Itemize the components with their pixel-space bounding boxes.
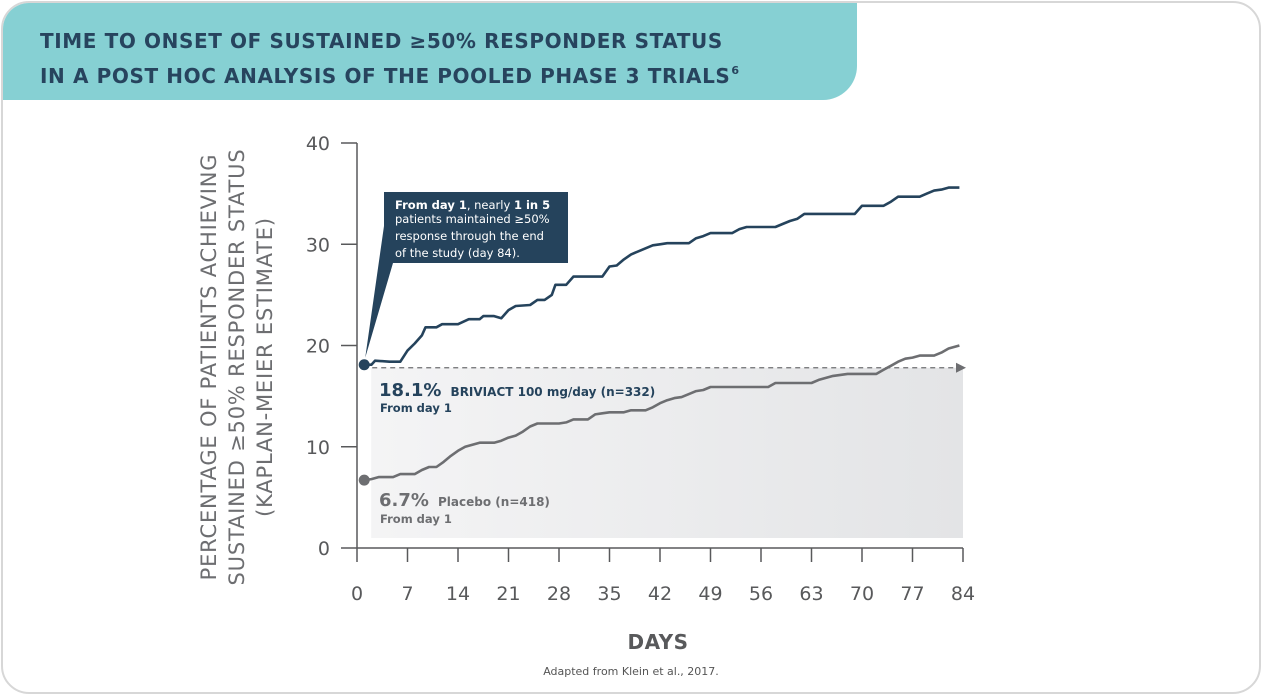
reference-arrowhead [956,362,966,373]
placebo-from-day-1: From day 1 [380,512,452,526]
x-tick-label: 21 [496,583,520,605]
y-tick-label: 0 [318,538,330,560]
x-tick-label: 70 [850,583,874,605]
series-line-placebo [364,344,960,482]
callout-line-3: response through the end [395,229,544,243]
chart-title-line-1: TIME TO ONSET OF SUSTAINED ≥50% RESPONDE… [40,29,723,53]
callout-bold-2: 1 in 5 [514,198,550,212]
x-tick-label: 49 [698,583,722,605]
callout-text-1: , nearly [467,198,514,212]
x-tick-label: 56 [749,583,773,605]
chart-title-line-2-text: IN A POST HOC ANALYSIS OF THE POOLED PHA… [40,64,731,88]
placebo-annotation: 6.7% Placebo (n=418) From day 1 [379,490,550,526]
y-tick-label: 10 [306,437,330,459]
y-tick-label: 30 [306,234,330,256]
y-tick-label: 20 [306,336,330,358]
header-banner: TIME TO ONSET OF SUSTAINED ≥50% RESPONDE… [3,3,857,100]
x-tick-label: 84 [951,583,975,605]
callout: From day 1, nearly 1 in 5 patients maint… [365,192,568,358]
callout-line-2: patients maintained ≥50% [395,212,550,226]
placebo-label: Placebo (n=418) [438,495,550,509]
source-citation: Adapted from Klein et al., 2017. [543,665,719,678]
x-tick-label: 35 [597,583,621,605]
briviact-annotation-line: 18.1% BRIVIACT 100 mg/day (n=332) [379,380,655,401]
briviact-label: BRIVIACT 100 mg/day (n=332) [451,385,656,399]
callout-box [365,192,568,358]
placebo-annotation-line: 6.7% Placebo (n=418) [379,490,550,511]
x-tick-label: 63 [799,583,823,605]
chart-title: TIME TO ONSET OF SUSTAINED ≥50% RESPONDE… [40,27,740,91]
y-axis-label: PERCENTAGE OF PATIENTS ACHIEVING SUSTAIN… [197,149,277,586]
series-line-briviact [364,186,960,366]
y-axis-label-line-3: (KAPLAN-MEIER ESTIMATE) [253,217,277,517]
x-tick-labels: 0 7 14 21 28 35 42 49 56 63 70 77 84 [351,583,975,605]
x-tick-label: 77 [900,583,924,605]
callout-line-1: From day 1, nearly 1 in 5 [395,198,550,212]
title-reference-superscript: 6 [731,64,740,77]
x-axis-label: DAYS [627,630,688,654]
placebo-percent: 6.7% [379,490,429,511]
briviact-from-day-1: From day 1 [380,401,452,415]
x-tick-label: 42 [648,583,672,605]
y-tick-label: 40 [306,133,330,155]
x-tick-label: 14 [446,583,470,605]
x-tick-label: 7 [401,583,413,605]
briviact-annotation: 18.1% BRIVIACT 100 mg/day (n=332) From d… [379,380,655,415]
y-axis-label-line-1: PERCENTAGE OF PATIENTS ACHIEVING [197,154,221,581]
x-tick-label: 28 [547,583,571,605]
y-axis-label-line-2: SUSTAINED ≥50% RESPONDER STATUS [225,149,249,586]
x-tick-label: 0 [351,583,363,605]
series-start-point-placebo [358,474,370,486]
series-start-point-briviact [358,359,370,371]
shaded-region [371,367,963,538]
svg-text:From day 1, nearly 1 in 5: From day 1, nearly 1 in 5 patients maint… [395,198,554,260]
briviact-percent: 18.1% [379,380,441,401]
callout-line-4: of the study (day 84). [395,246,520,260]
chart-title-line-2: IN A POST HOC ANALYSIS OF THE POOLED PHA… [40,56,740,91]
callout-bold-1: From day 1 [395,198,467,212]
y-tick-labels: 0 10 20 30 40 [306,133,330,560]
series-lines [358,186,960,486]
axes [341,142,964,562]
